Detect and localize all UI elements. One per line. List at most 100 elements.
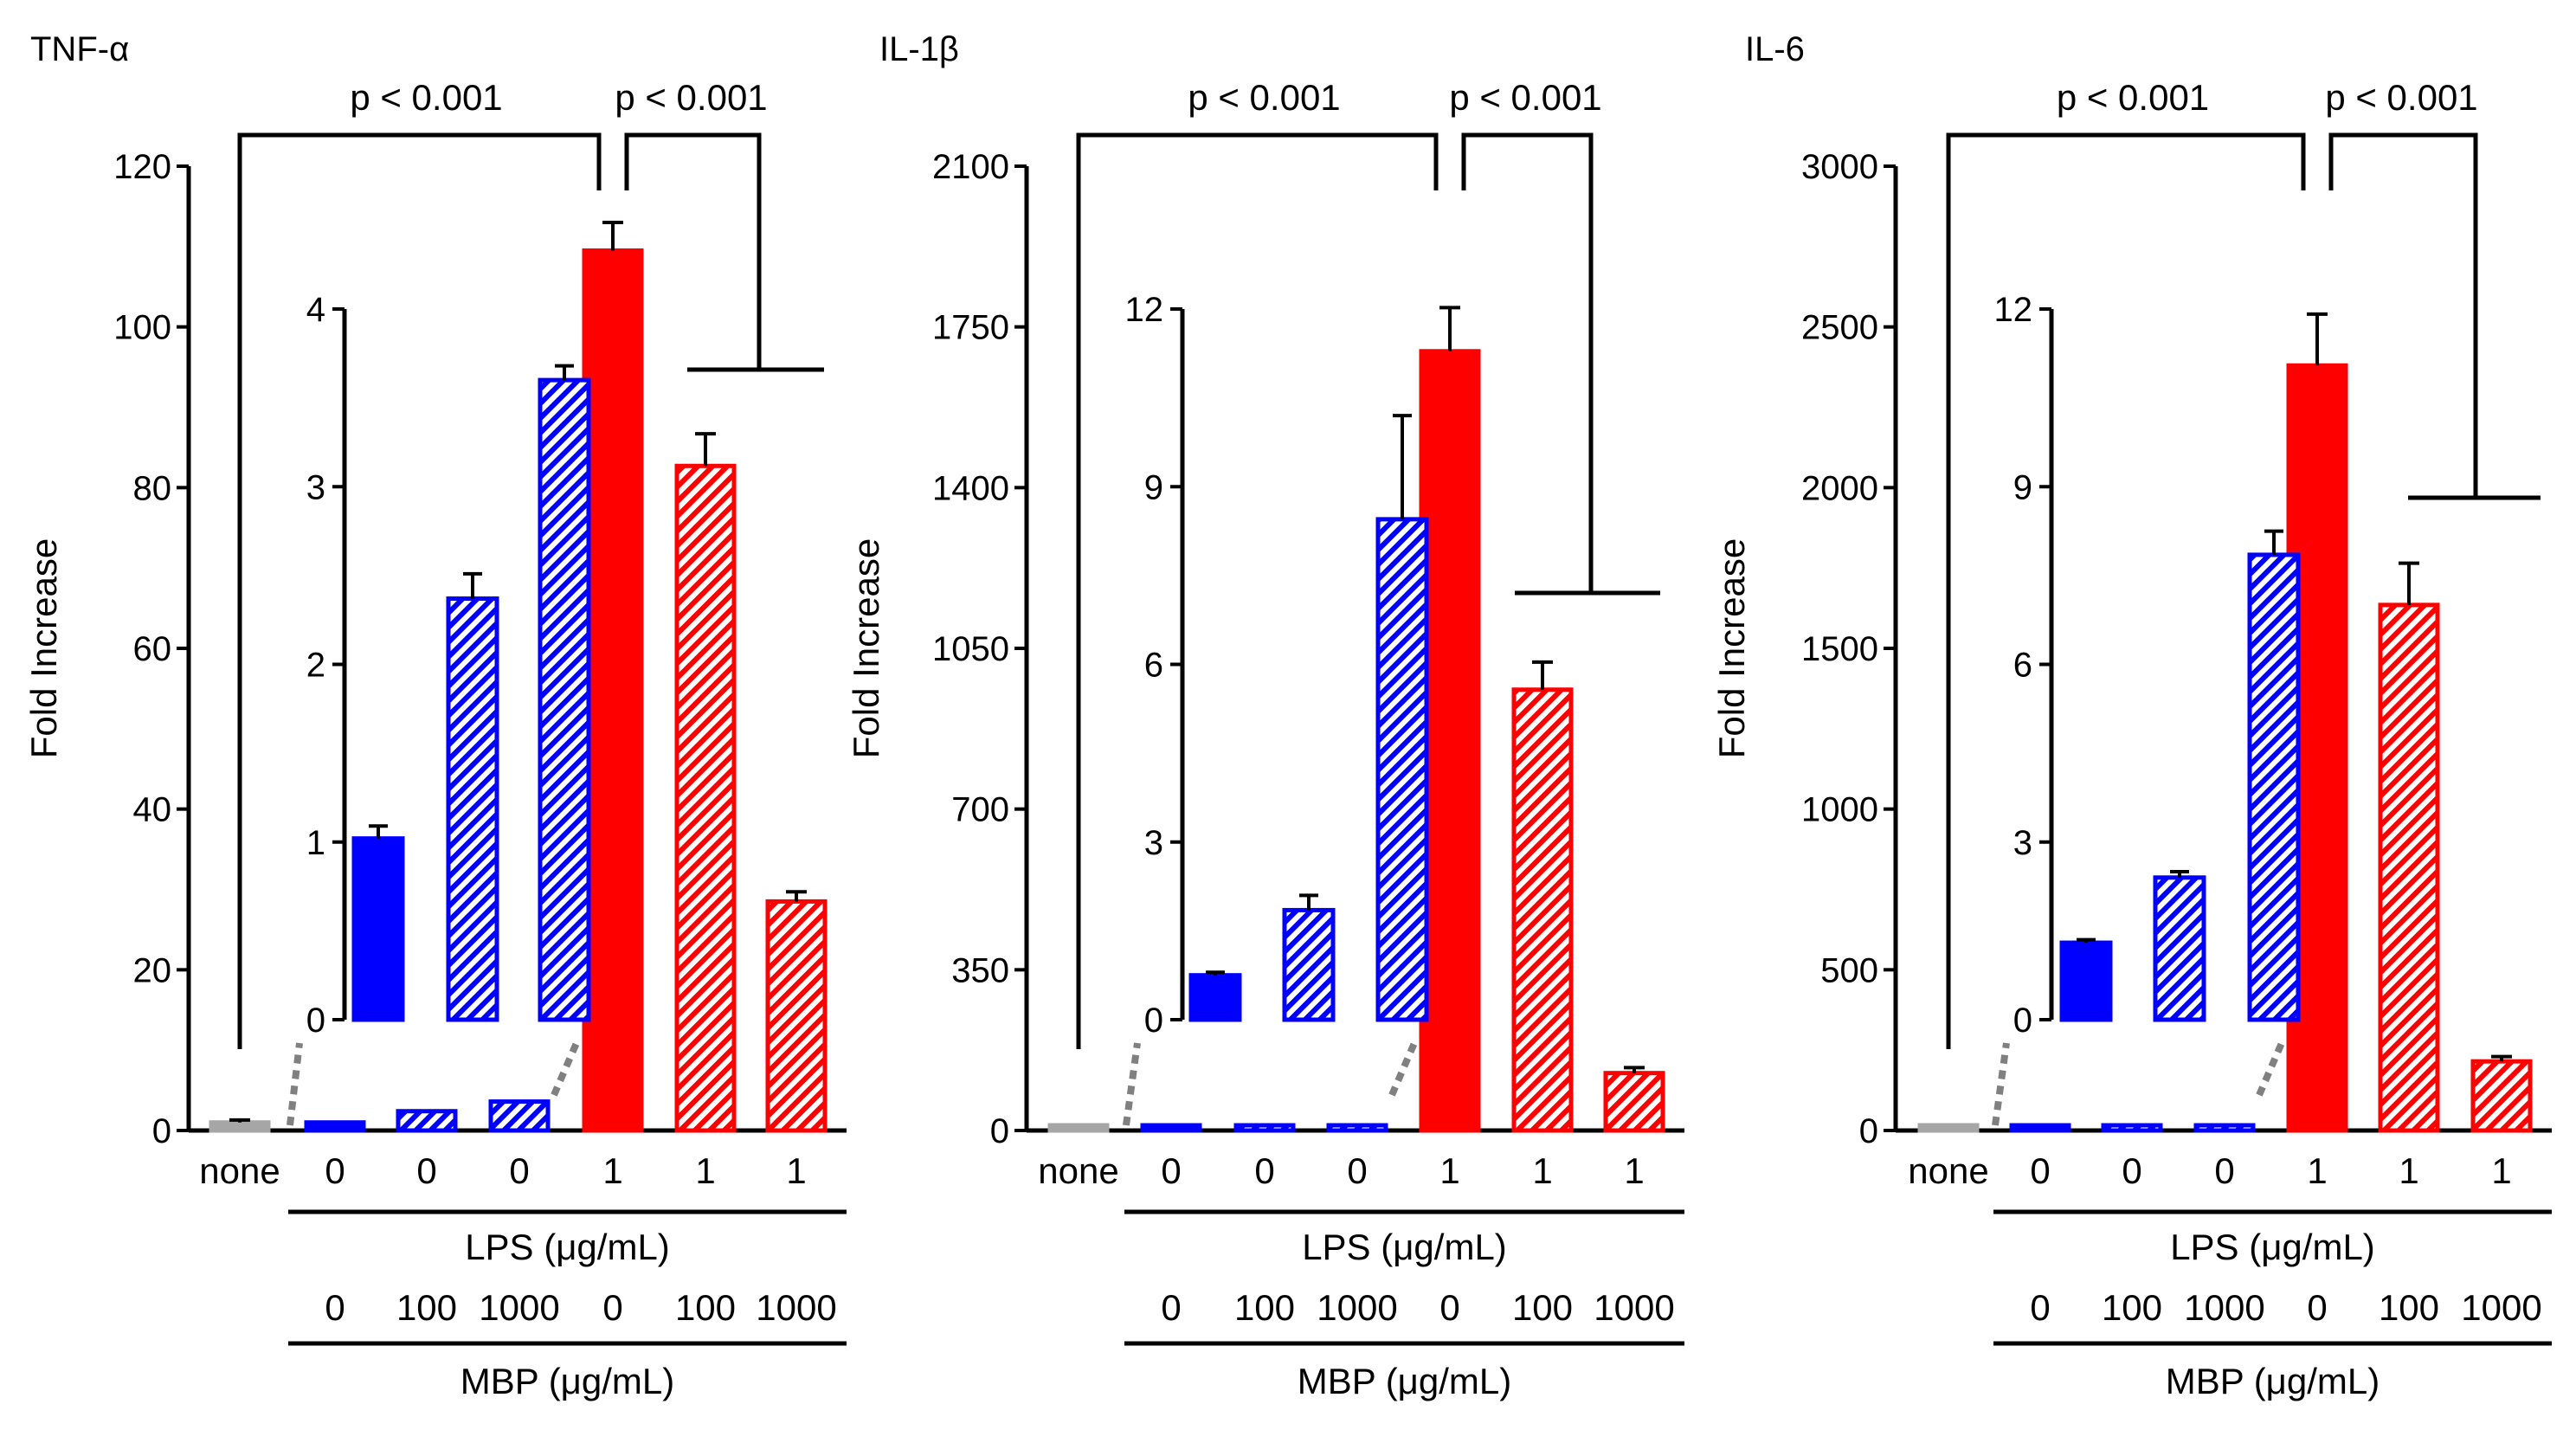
mbp-value-label: 1000 [2461,1287,2541,1328]
bar-2 [2009,1123,2071,1133]
significance-bracket-right [2328,132,2478,498]
x-category-label: 1 [602,1150,622,1191]
significance-bracket-left [237,132,602,1049]
y-axis-label: Fold Increase [23,538,64,758]
inset-y-tick-label: 3 [1144,824,1163,862]
y-tick-label: 2000 [1801,469,1878,507]
inset-bar-3 [538,377,591,1022]
p-value-label: p < 0.001 [1188,77,1340,118]
mbp-value-label: 100 [2379,1287,2439,1328]
y-tick-label: 3000 [1801,148,1878,186]
x-category-label: none [199,1150,280,1191]
y-tick-label: 2100 [932,148,1009,186]
y-tick-label: 500 [1820,951,1878,989]
inset-y-tick-label: 9 [2013,468,2032,506]
x-category-label: 1 [2399,1150,2418,1191]
mbp-value-label: 1000 [2184,1287,2264,1328]
x-category-label: 0 [2030,1150,2050,1191]
x-category-label: 1 [1624,1150,1644,1191]
y-tick-label: 20 [133,951,172,989]
lps-label: LPS (μg/mL) [2170,1227,2375,1267]
bar-3 [2101,1123,2163,1133]
x-category-label: 0 [325,1150,345,1191]
mbp-value-label: 0 [2030,1287,2050,1328]
p-value-label: p < 0.001 [615,77,767,118]
x-category-label: 1 [2491,1150,2511,1191]
inset-y-tick-label: 3 [306,468,325,506]
bar-4 [2193,1123,2256,1133]
significance-bracket-right [1461,132,1594,593]
bar-5 [582,248,644,1133]
mbp-value-label: 100 [396,1287,457,1328]
inset-chart: 0 3 6 9 12 [1125,291,1429,1040]
bar-4 [1326,1123,1388,1133]
inset-y-tick-label: 0 [2013,1002,2032,1040]
mbp-label: MBP (μg/mL) [460,1361,674,1401]
mbp-value-label: 0 [2307,1287,2327,1328]
inset-chart: 0 3 6 9 12 [1994,291,2301,1040]
bar-7 [2470,1059,2533,1133]
p-value-label: p < 0.001 [2325,77,2477,118]
inset-y-tick-label: 2 [306,647,325,685]
mbp-value-label: 0 [602,1287,622,1328]
mbp-label: MBP (μg/mL) [2166,1361,2380,1401]
bar-6 [2378,602,2440,1133]
x-category-label: 0 [1161,1150,1181,1191]
bar-2 [1140,1123,1202,1133]
inset-bar-2 [446,596,499,1022]
inset-bar-1 [1188,973,1242,1022]
bar-1 [209,1120,271,1133]
mbp-value-label: 1000 [1317,1287,1397,1328]
significance-bracket-left [1946,132,2306,1049]
p-value-label: p < 0.001 [2057,77,2209,118]
x-category-label: 0 [1254,1150,1274,1191]
mbp-value-label: 0 [325,1287,345,1328]
y-tick-label: 80 [133,469,172,507]
inset-y-tick-label: 3 [2013,824,2032,862]
y-tick-label: 2500 [1801,309,1878,347]
mbp-value-label: 0 [1161,1287,1181,1328]
y-tick-label: 60 [133,630,172,668]
lps-label: LPS (μg/mL) [1302,1227,1507,1267]
inset-y-tick-label: 6 [1144,647,1163,685]
zoom-connector-right [1388,1041,1418,1097]
inset-y-tick-label: 1 [306,824,325,862]
x-category-label: 0 [416,1150,436,1191]
inset-bar-2 [1282,907,1336,1022]
y-tick-label: 1000 [1801,791,1878,829]
y-tick-label: 1050 [932,630,1009,668]
x-category-label: none [1038,1150,1118,1191]
bar-3 [396,1109,458,1133]
chart-title: IL-1β [879,30,959,68]
chart-panel-2: IL-1β 0 350 700 1050 1400 1750 2100 Fold Increas… [846,30,1684,1401]
y-tick-label: 350 [951,951,1009,989]
x-category-label: 1 [1439,1150,1459,1191]
y-tick-label: 1750 [932,309,1009,347]
inset-y-tick-label: 12 [1994,291,2033,329]
x-category-label: none [1908,1150,1988,1191]
zoom-connector-right [551,1041,580,1097]
y-tick-label: 1500 [1801,630,1878,668]
mbp-value-label: 100 [675,1287,736,1328]
y-tick-label: 120 [113,148,171,186]
zoom-connector-right [2256,1041,2285,1097]
significance-bracket-left [1076,132,1439,1049]
inset-bar-2 [2153,875,2206,1022]
mbp-value-label: 100 [2102,1287,2162,1328]
bar-4 [488,1099,551,1133]
y-tick-label: 0 [152,1112,171,1150]
bar-6 [674,463,737,1133]
significance-bracket-right [624,132,762,370]
mbp-value-label: 1000 [1594,1287,1674,1328]
inset-y-tick-label: 4 [306,291,325,329]
zoom-connector-left [1123,1042,1141,1126]
x-category-label: 1 [1532,1150,1552,1191]
bar-1 [1917,1123,1980,1133]
inset-y-tick-label: 0 [1144,1002,1163,1040]
mbp-label: MBP (μg/mL) [1298,1361,1511,1401]
x-category-label: 1 [2307,1150,2327,1191]
inset-chart: 0 1 2 3 4 [306,291,591,1040]
y-tick-label: 0 [1859,1112,1878,1150]
